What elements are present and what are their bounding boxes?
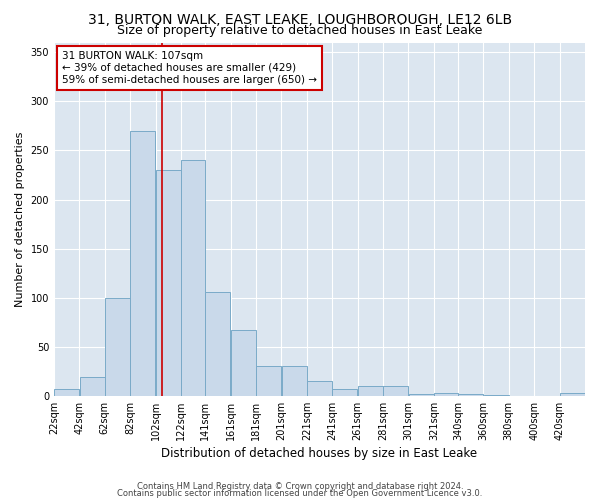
Bar [281,366,307,396]
Bar [256,366,281,396]
Text: Size of property relative to detached houses in East Leake: Size of property relative to detached ho… [118,24,482,37]
Bar [409,394,434,396]
Text: 31 BURTON WALK: 107sqm
← 39% of detached houses are smaller (429)
59% of semi-de: 31 BURTON WALK: 107sqm ← 39% of detached… [62,52,317,84]
Bar [383,386,408,396]
Bar [181,160,205,396]
Bar [358,386,383,396]
Bar [130,131,155,396]
Bar [560,393,585,396]
Bar [332,389,358,396]
Bar [484,395,509,396]
Text: 31, BURTON WALK, EAST LEAKE, LOUGHBOROUGH, LE12 6LB: 31, BURTON WALK, EAST LEAKE, LOUGHBOROUG… [88,12,512,26]
X-axis label: Distribution of detached houses by size in East Leake: Distribution of detached houses by size … [161,447,478,460]
Bar [54,389,79,396]
Bar [434,393,458,396]
Bar [205,292,230,396]
Bar [458,394,483,396]
Bar [231,330,256,396]
Y-axis label: Number of detached properties: Number of detached properties [15,132,25,307]
Bar [80,377,104,396]
Bar [156,170,181,396]
Text: Contains public sector information licensed under the Open Government Licence v3: Contains public sector information licen… [118,489,482,498]
Bar [307,381,332,396]
Text: Contains HM Land Registry data © Crown copyright and database right 2024.: Contains HM Land Registry data © Crown c… [137,482,463,491]
Bar [105,298,130,396]
